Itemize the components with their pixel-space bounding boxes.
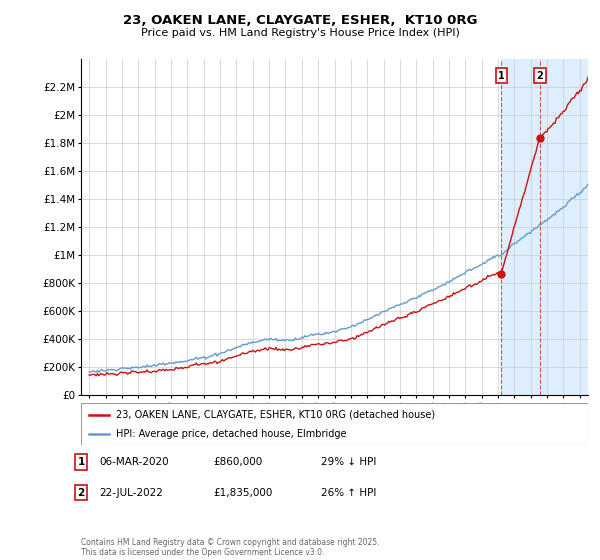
Text: 1: 1 xyxy=(498,71,505,81)
Text: £1,835,000: £1,835,000 xyxy=(213,488,272,498)
Text: 26% ↑ HPI: 26% ↑ HPI xyxy=(321,488,376,498)
Text: 06-MAR-2020: 06-MAR-2020 xyxy=(99,457,169,467)
Text: 2: 2 xyxy=(536,71,543,81)
FancyBboxPatch shape xyxy=(81,403,588,445)
Text: Contains HM Land Registry data © Crown copyright and database right 2025.
This d: Contains HM Land Registry data © Crown c… xyxy=(81,538,380,557)
Text: HPI: Average price, detached house, Elmbridge: HPI: Average price, detached house, Elmb… xyxy=(116,429,347,439)
Text: 23, OAKEN LANE, CLAYGATE, ESHER, KT10 0RG (detached house): 23, OAKEN LANE, CLAYGATE, ESHER, KT10 0R… xyxy=(116,409,436,419)
Text: 29% ↓ HPI: 29% ↓ HPI xyxy=(321,457,376,467)
Text: £860,000: £860,000 xyxy=(213,457,262,467)
Text: Price paid vs. HM Land Registry's House Price Index (HPI): Price paid vs. HM Land Registry's House … xyxy=(140,28,460,38)
Text: 23, OAKEN LANE, CLAYGATE, ESHER,  KT10 0RG: 23, OAKEN LANE, CLAYGATE, ESHER, KT10 0R… xyxy=(123,14,477,27)
Text: 2: 2 xyxy=(77,488,85,498)
Bar xyxy=(502,59,588,395)
Text: 1: 1 xyxy=(77,457,85,467)
Text: 22-JUL-2022: 22-JUL-2022 xyxy=(99,488,163,498)
